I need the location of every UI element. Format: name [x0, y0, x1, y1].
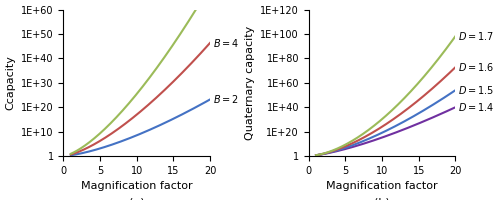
Text: $D = 1.4$: $D = 1.4$	[458, 101, 494, 113]
Text: $B = 2$: $B = 2$	[213, 93, 239, 105]
Text: $B = 8$: $B = 8$	[0, 199, 1, 200]
Text: (b): (b)	[374, 197, 390, 200]
Text: $D = 1.6$: $D = 1.6$	[458, 61, 494, 73]
Text: $B = 4$: $B = 4$	[213, 37, 239, 49]
Text: $D = 1.5$: $D = 1.5$	[458, 84, 494, 96]
Text: (a): (a)	[129, 197, 144, 200]
Y-axis label: Quaternary capacity: Quaternary capacity	[244, 26, 254, 140]
Y-axis label: Ccapacity: Ccapacity	[6, 55, 16, 110]
X-axis label: Magnification factor: Magnification factor	[81, 181, 192, 191]
Text: $D = 1.7$: $D = 1.7$	[458, 30, 494, 42]
X-axis label: Magnification factor: Magnification factor	[326, 181, 438, 191]
